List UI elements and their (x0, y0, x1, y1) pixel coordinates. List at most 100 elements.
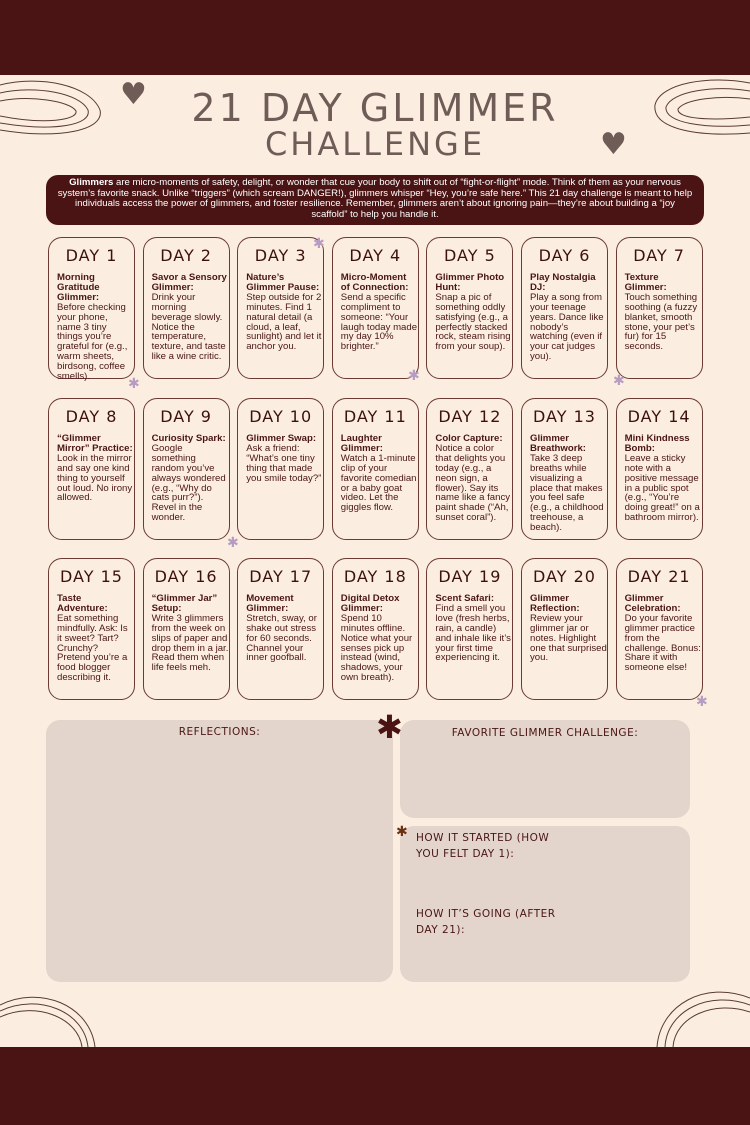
day-body: Touch something soothing (a fuzzy blanke… (624, 291, 698, 353)
day-card: DAY 18 Digital Detox Glimmer: Spend 10 min… (331, 558, 419, 700)
day-title: Savor a Sensory Glimmer: (151, 272, 227, 293)
day-title: “Glimmer Mirror” Practice: (57, 433, 133, 454)
day-card: DAY 4 Micro-Moment of Connection: Send a s… (331, 237, 419, 379)
day-body: Find a smell you love (fresh herbs, rain… (435, 602, 511, 664)
day-title: Texture Glimmer: (624, 272, 667, 293)
flower-icon: ✱ (396, 824, 408, 840)
day-body: Spend 10 minutes offline. Notice what yo… (340, 612, 413, 684)
swirl-line-decoration (0, 996, 96, 1047)
day-body: Write 3 glimmers from the week on slips … (151, 612, 229, 674)
day-body: Before checking your phone, name 3 tiny … (57, 301, 128, 383)
heart-icon: ♥ (120, 77, 147, 112)
day-body: Send a specific compliment to someone: “… (340, 291, 418, 353)
day-title: Laughter Glimmer: (340, 433, 383, 454)
progress-box[interactable]: HOW IT STARTED (HOW YOU FELT DAY 1): HOW… (400, 826, 690, 982)
day-description: Nature’s Glimmer Pause: Step outside for … (238, 273, 323, 352)
day-label: DAY 3 (254, 246, 307, 265)
sparkle-icon: ✱ (128, 376, 140, 392)
day-card: DAY 12 Color Capture: Notice a color that … (426, 398, 514, 540)
day-title: Taste Adventure: (57, 593, 108, 614)
day-description: Glimmer Breathwork: Take 3 deep breaths w… (522, 434, 607, 533)
day-body: Snap a pic of something oddly satisfying… (435, 291, 511, 353)
day-card: DAY 14 Mini Kindness Bomb: Leave a sticky … (615, 398, 703, 540)
day-label: DAY 18 (343, 567, 407, 586)
day-description: Glimmer Reflection: Review your glimmer j… (522, 594, 607, 663)
day-card: DAY 5 Glimmer Photo Hunt: Snap a pic of so… (426, 237, 514, 379)
day-title: “Glimmer Jar” Setup: (151, 593, 218, 614)
favorite-challenge-label: FAVORITE GLIMMER CHALLENGE: (451, 727, 639, 739)
intro-text: are micro-moments of safety, delight, or… (57, 177, 693, 220)
day-body: Drink your morning beverage slowly. Noti… (151, 291, 226, 363)
top-band (0, 0, 750, 75)
day-card: DAY 11 Laughter Glimmer: Watch a 1-minute … (331, 398, 419, 540)
day-description: Laughter Glimmer: Watch a 1-minute clip o… (333, 434, 418, 513)
day-label: DAY 16 (154, 567, 218, 586)
day-label: DAY 2 (160, 246, 212, 265)
day-label: DAY 4 (349, 246, 402, 265)
day-description: Digital Detox Glimmer: Spend 10 minutes o… (333, 594, 418, 683)
day-label: DAY 8 (65, 407, 118, 426)
day-description: Glimmer Swap: Ask a friend: “What’s one t… (238, 434, 323, 484)
sparkle-icon: ✱ (696, 694, 708, 710)
intro-bold: Glimmers (69, 177, 114, 188)
day-title: Glimmer Swap: (246, 433, 317, 444)
day-body: Eat something mindfully. Ask: Is it swee… (57, 612, 128, 684)
swirl-line-decoration (0, 80, 101, 135)
day-card: DAY 21 Glimmer Celebration: Do your favori… (615, 558, 703, 700)
day-label: DAY 7 (633, 246, 685, 265)
sparkle-icon: ✱ (408, 368, 420, 384)
day-label: DAY 14 (627, 407, 691, 426)
day-label: DAY 12 (438, 407, 502, 426)
day-label: DAY 15 (60, 567, 123, 586)
day-card: DAY 17 Movement Glimmer: Stretch, sway, or… (237, 558, 325, 700)
day-description: Movement Glimmer: Stretch, sway, or shake… (238, 594, 323, 663)
day-description: Curiosity Spark: Google something random … (144, 434, 229, 523)
day-title: Curiosity Spark: (151, 433, 226, 444)
day-description: Texture Glimmer: Touch something soothing… (617, 273, 702, 352)
day-body: Play a song from your teenage years. Dan… (530, 291, 604, 363)
day-card: DAY 2 Savor a Sensory Glimmer: Drink your … (142, 237, 230, 379)
day-body: Leave a sticky note with a positive mess… (624, 452, 700, 524)
day-description: Savor a Sensory Glimmer: Drink your morni… (144, 273, 229, 362)
day-body: Take 3 deep breaths while visualizing a … (530, 452, 604, 534)
day-card: DAY 19 Scent Safari: Find a smell you love… (426, 558, 514, 700)
intro-paragraph: Glimmers are micro-moments of safety, de… (46, 175, 704, 225)
day-card: DAY 20 Glimmer Reflection: Review your gli… (521, 558, 608, 700)
day-label: DAY 13 (533, 407, 596, 426)
day-card: DAY 9 Curiosity Spark: Google something ra… (142, 398, 230, 540)
day-description: Color Capture: Notice a color that deligh… (427, 434, 512, 523)
day-title: Glimmer Reflection: (530, 593, 580, 614)
day-label: DAY 19 (438, 567, 502, 586)
day-label: DAY 11 (343, 407, 407, 426)
day-body: Review your glimmer jar or notes. Highli… (530, 612, 607, 664)
day-title: Nature’s Glimmer Pause: (246, 272, 320, 293)
day-description: “Glimmer Mirror” Practice: Look in the mi… (49, 434, 134, 503)
sparkle-icon: ✱ (227, 535, 239, 551)
day-body: Look in the mirror and say one kind thin… (57, 452, 133, 504)
page-title: 21 DAY GLIMMER (191, 86, 559, 130)
day-card: DAY 7 Texture Glimmer: Touch something soo… (615, 237, 703, 379)
day-description: “Glimmer Jar” Setup: Write 3 glimmers fro… (144, 594, 229, 673)
day-body: Ask a friend: “What’s one tiny thing tha… (246, 442, 322, 484)
day-description: Play Nostalgia DJ: Play a song from your … (522, 273, 607, 362)
day-card: DAY 15 Taste Adventure: Eat something mind… (48, 558, 135, 700)
sparkle-icon: ✱ (313, 236, 325, 252)
page-subtitle: CHALLENGE (264, 125, 486, 163)
day-body: Step outside for 2 minutes. Find 1 natur… (246, 291, 322, 353)
day-description: Morning Gratitude Glimmer: Before checkin… (49, 273, 134, 382)
flower-icon: ✱ (376, 708, 403, 746)
sparkle-icon: ✱ (613, 373, 625, 389)
day-label: DAY 5 (444, 246, 496, 265)
day-title: Scent Safari: (435, 593, 495, 604)
day-title: Color Capture: (435, 433, 503, 444)
day-label: DAY 17 (249, 567, 313, 586)
day-title: Glimmer Breathwork: (530, 433, 586, 454)
favorite-challenge-box[interactable]: FAVORITE GLIMMER CHALLENGE: (400, 720, 690, 818)
day-label: DAY 9 (160, 407, 212, 426)
reflections-box[interactable]: REFLECTIONS: (46, 720, 393, 982)
day-card: DAY 16 “Glimmer Jar” Setup: Write 3 glimme… (142, 558, 230, 700)
swirl-line-decoration (656, 991, 750, 1047)
day-card: DAY 8 “Glimmer Mirror” Practice: Look in t… (48, 398, 135, 540)
day-card: DAY 13 Glimmer Breathwork: Take 3 deep bre… (521, 398, 608, 540)
day-description: Scent Safari: Find a smell you love (fres… (427, 594, 512, 663)
